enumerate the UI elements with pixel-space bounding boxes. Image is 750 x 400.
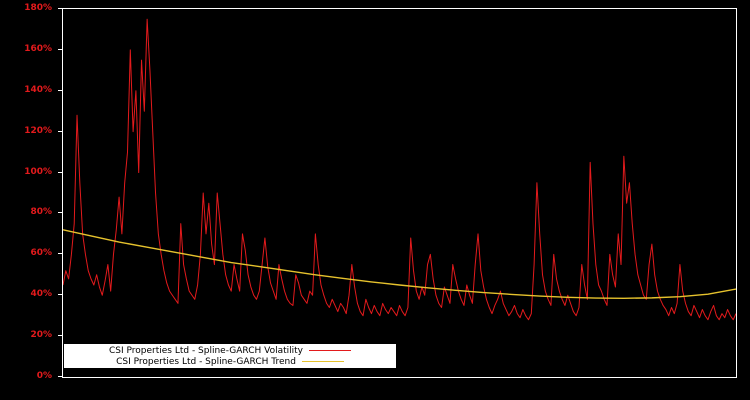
- y-axis-tick-mark: [58, 253, 62, 255]
- y-axis-tick-label: 100%: [24, 166, 52, 177]
- volatility-line: [63, 18, 736, 321]
- y-axis-tick-mark: [58, 294, 62, 296]
- y-axis-tick-label: 180%: [24, 3, 52, 13]
- y-axis-tick-mark: [58, 335, 62, 337]
- y-axis-tick-mark: [58, 212, 62, 214]
- chart-canvas: [63, 18, 736, 321]
- y-axis-tick-label: 40%: [30, 289, 52, 300]
- y-axis-tick-label: 20%: [30, 330, 52, 341]
- y-axis-tick-label: 160%: [24, 43, 52, 54]
- legend-line-sample-trend: [301, 361, 344, 362]
- y-axis-tick-mark: [58, 8, 62, 9]
- y-axis-tick-label: 120%: [24, 125, 52, 136]
- y-axis-tick-label: 140%: [24, 84, 52, 95]
- legend-label-volatility: CSI Properties Ltd - Spline-GARCH Volati…: [108, 345, 304, 356]
- y-axis-tick-mark: [58, 376, 62, 377]
- y-axis-tick-mark: [58, 171, 62, 173]
- legend-item-volatility: CSI Properties Ltd - Spline-GARCH Volati…: [64, 345, 396, 356]
- y-axis-tick-mark: [58, 48, 62, 50]
- legend-label-trend: CSI Properties Ltd - Spline-GARCH Trend: [116, 356, 296, 367]
- y-axis-tick-label: 80%: [30, 207, 52, 218]
- trend-line: [63, 229, 736, 299]
- legend-line-sample-volatility: [309, 350, 352, 351]
- y-axis: 0% 20% 40% 60% 80% 100% 120% 140% 160% 180%: [0, 0, 62, 400]
- y-axis-tick-mark: [58, 130, 62, 132]
- y-axis-tick-label: 60%: [30, 248, 52, 259]
- y-axis-tick-label: 0%: [36, 371, 52, 381]
- chart-legend: CSI Properties Ltd - Spline-GARCH Volati…: [64, 344, 396, 368]
- legend-item-trend: CSI Properties Ltd - Spline-GARCH Trend: [64, 356, 396, 367]
- chart-plot-area: [62, 8, 737, 378]
- y-axis-tick-mark: [58, 89, 62, 91]
